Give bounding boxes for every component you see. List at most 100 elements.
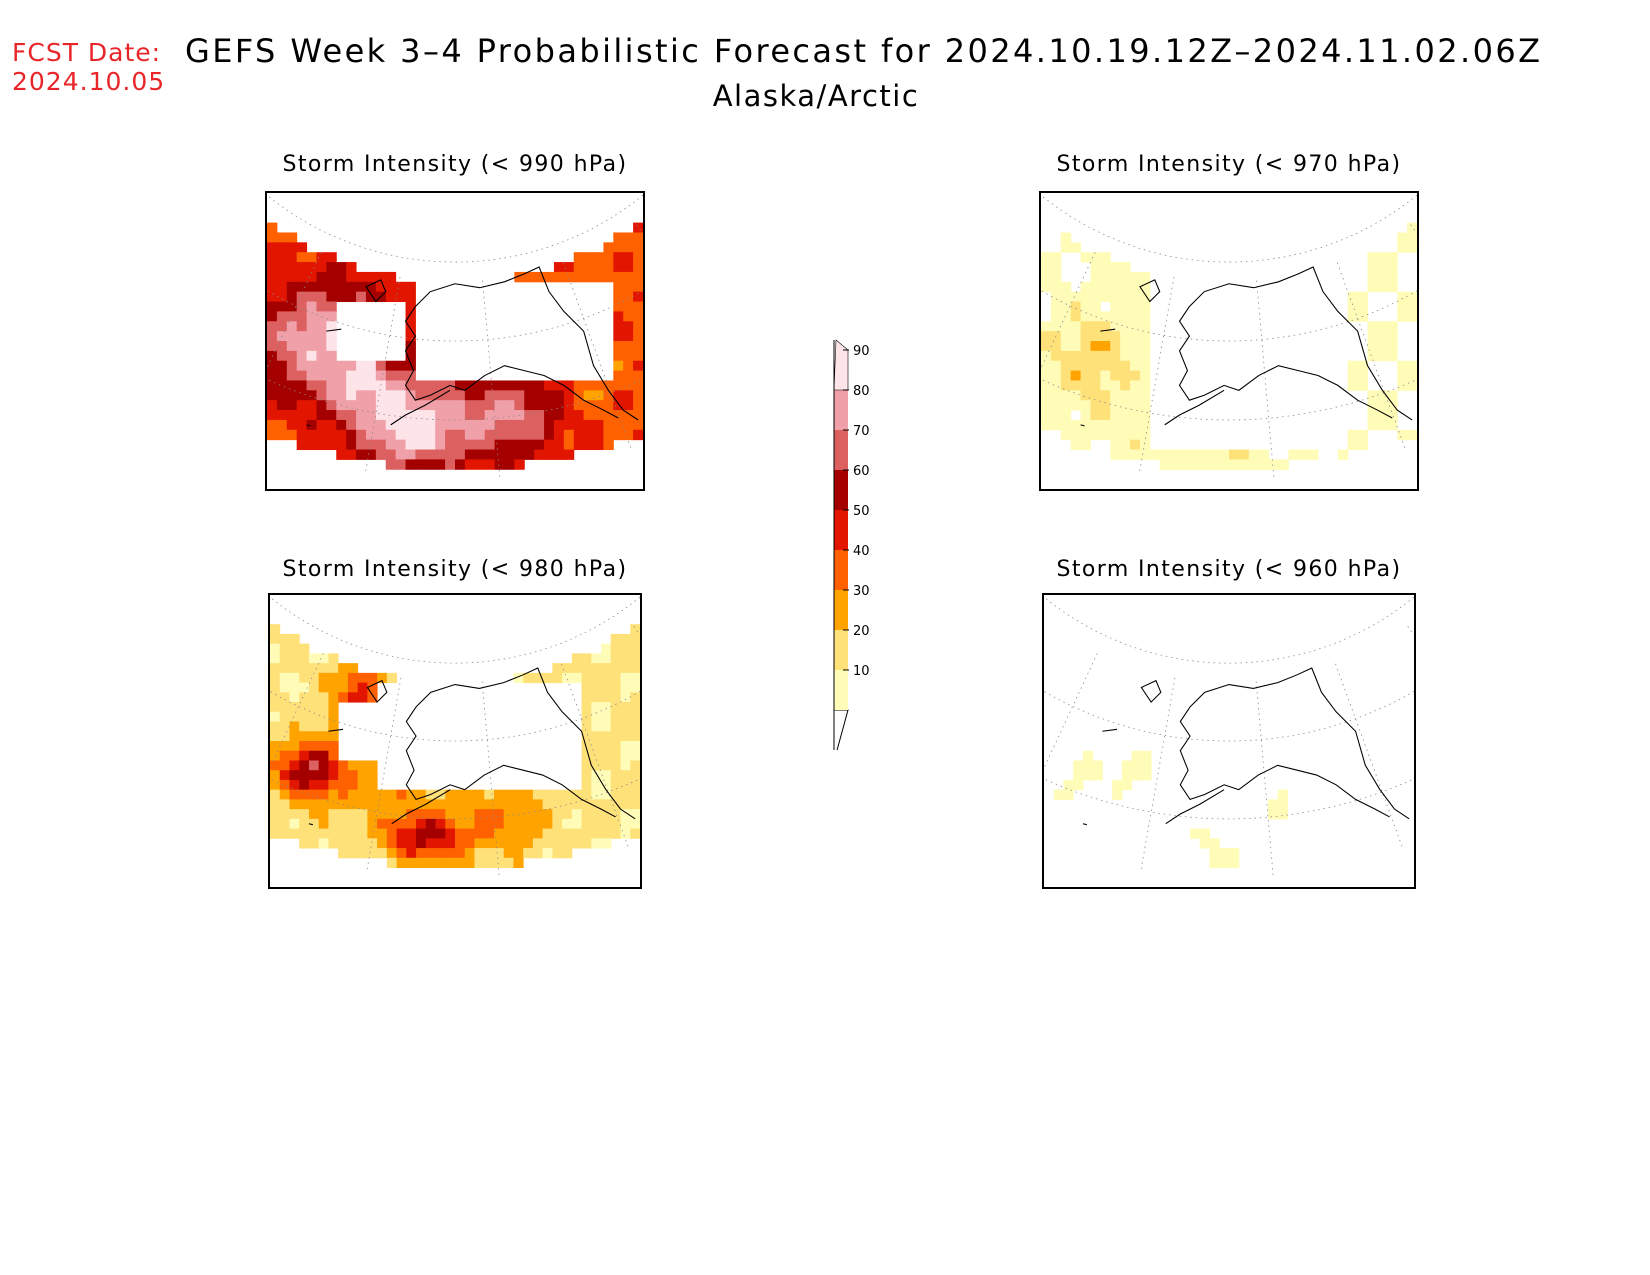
field-cell [267,291,278,303]
field-cell [1080,291,1091,303]
field-cell [542,809,553,820]
colorbar-swatch [834,430,848,470]
field-cell [328,692,339,703]
field-cell [610,643,622,654]
field-cell [601,818,612,830]
map-panel-990 [265,191,645,491]
field-cell [1141,750,1152,761]
field-cell [396,809,407,820]
field-cell [1050,400,1062,411]
field-cell [553,410,565,421]
field-cell [1090,271,1101,283]
field-cell [279,653,290,664]
field-cell [316,439,327,451]
field-cell [571,663,583,674]
page-title: GEFS Week 3–4 Probabilistic Forecast for… [185,32,1543,70]
field-cell [365,449,377,460]
field-cell [1159,459,1171,470]
field-cell [630,663,640,674]
field-cell [583,429,595,441]
field-cell [573,390,585,401]
field-cell [326,370,337,381]
field-cell [1041,350,1052,362]
field-cell [1060,321,1072,332]
field-cell [357,818,368,830]
field-cell [365,429,377,441]
field-cell [1100,311,1111,322]
field-cell [1387,410,1398,421]
field-cell [1131,760,1142,771]
field-cell [1080,321,1091,332]
field-cell [396,799,407,810]
field-cell [299,682,310,693]
field-cell [276,341,288,352]
field-cell [1041,262,1052,273]
field-cell [308,789,320,800]
field-cell [336,370,347,381]
field-cell [513,818,524,830]
field-cell [1050,291,1062,303]
field-cell [328,818,339,830]
field-cell [1080,390,1091,401]
field-cell [276,419,288,431]
field-cell [367,682,378,693]
field-cell [289,653,300,664]
field-cell [1130,419,1141,431]
field-cell [367,672,378,684]
field-cell [514,459,525,470]
field-cell [1357,439,1369,451]
field-cell [270,643,281,654]
field-cell [279,663,290,674]
field-cell [464,400,476,411]
field-cell [405,459,416,470]
field-cell [1120,360,1131,372]
field-cell [316,271,327,283]
field-cell [633,252,643,263]
field-cell [1377,262,1388,273]
field-cell [1090,370,1101,381]
field-cell [593,262,604,273]
field-cell [395,400,407,411]
field-cell [299,789,310,800]
field-cell [562,663,573,674]
field-cell [514,400,525,411]
field-cell [623,242,634,253]
field-cell [513,672,524,684]
field-cell [316,429,327,441]
field-cell [474,789,485,800]
field-cell [503,799,514,810]
field-cell [356,400,367,411]
field-cell [630,682,640,693]
field-cell [347,838,359,849]
field-cell [455,818,466,830]
field-cell [553,400,565,411]
field-cell [1090,252,1101,263]
field-cell [1041,400,1052,411]
field-cell [553,419,565,431]
field-cell [544,419,555,431]
field-cell [338,770,349,781]
field-cell [1050,321,1062,332]
field-cell [1367,331,1378,342]
field-cell [356,291,367,303]
field-cell [1130,281,1141,293]
field-cell [336,281,347,293]
field-cell [1139,331,1151,342]
field-cell [270,721,281,732]
field-cell [357,809,368,820]
field-cell [1100,350,1111,362]
field-cell [633,222,643,233]
field-cell [395,281,407,293]
field-cell [493,857,505,869]
field-cell [347,848,359,859]
field-cell [1053,789,1064,800]
colorbar-swatch [834,590,848,630]
field-cell [493,828,505,839]
field-cell [601,663,612,674]
field-cell [279,721,290,732]
field-cell [367,848,378,859]
field-cell [532,789,544,800]
field-cell [484,400,496,411]
field-cell [336,291,347,303]
field-cell [1357,301,1369,312]
